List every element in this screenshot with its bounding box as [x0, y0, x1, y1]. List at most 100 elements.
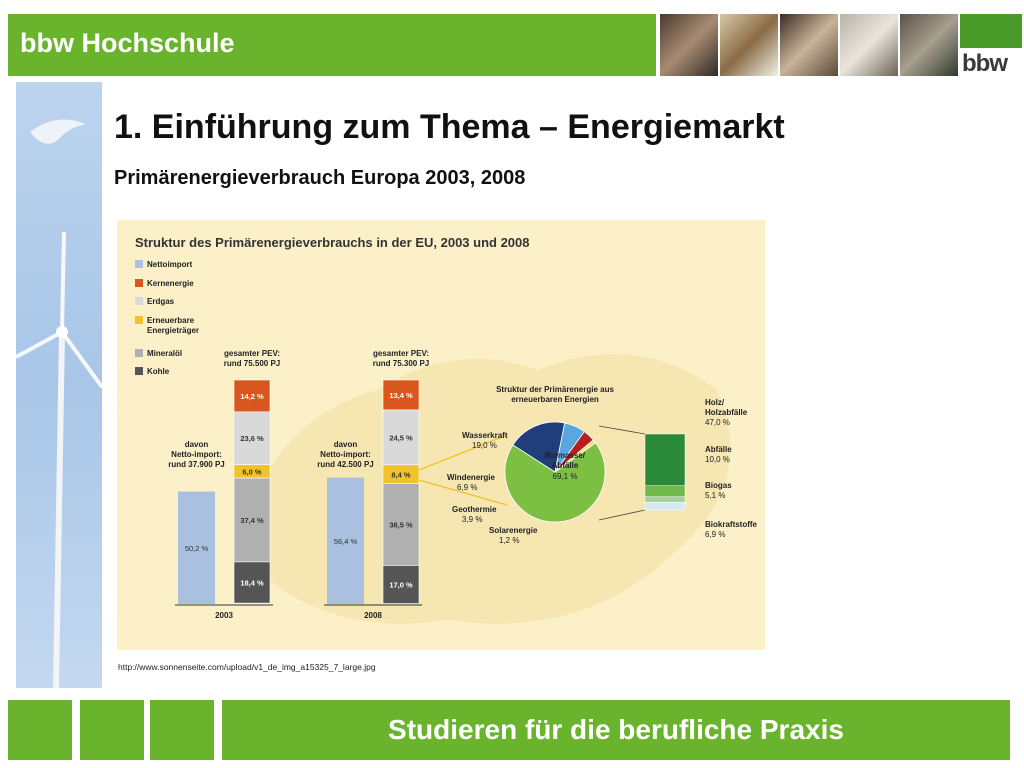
header-photo: [780, 14, 838, 76]
import-value-label: 56,4 %: [334, 537, 358, 546]
header-photo: [660, 14, 718, 76]
total-label: rund 75.500 PJ: [224, 359, 280, 368]
stacked-bar-segment: [382, 379, 420, 411]
header-photo-strip: [660, 14, 958, 76]
biomass-value-label: 5,1 %: [705, 491, 725, 500]
import-label: rund 42.500 PJ: [317, 460, 373, 469]
biomass-label: Biokraftstoffe: [705, 520, 758, 529]
biomass-label: Holz/: [705, 398, 725, 407]
stacked-bar-segment: [233, 477, 271, 563]
legend-label: Energieträger: [147, 326, 199, 335]
legend-label: Kernenergie: [147, 279, 194, 288]
import-value-label: 50,2 %: [185, 544, 209, 553]
pie-value-label: 69,1 %: [553, 472, 578, 481]
stacked-bar-segment: [382, 409, 420, 466]
import-label: Netto-import:: [320, 450, 371, 459]
import-label: rund 37.900 PJ: [168, 460, 224, 469]
seagull-icon: [30, 119, 86, 144]
pie-slice-label: Solarenergie: [489, 526, 538, 535]
pie-slice-label: Geothermie: [452, 505, 497, 514]
bar-value-label: 17,0 %: [389, 581, 413, 590]
chart-title: Struktur des Primärenergieverbrauchs in …: [135, 235, 530, 250]
import-label: Netto-import:: [171, 450, 222, 459]
legend-label: Mineralöl: [147, 349, 182, 358]
legend-swatch: [135, 260, 143, 268]
import-bar: [327, 477, 364, 604]
legend-swatch: [135, 367, 143, 375]
legend-swatch: [135, 316, 143, 324]
wind-turbine-icon: [16, 119, 102, 688]
pie-slice-label: Windenergie: [447, 473, 495, 482]
callout-line: [418, 434, 508, 471]
legend-label: Nettoimport: [147, 260, 193, 269]
bar-value-label: 13,4 %: [389, 391, 413, 400]
header-photo: [720, 14, 778, 76]
pie-slice: [512, 421, 566, 473]
footer-block-2: [80, 700, 144, 760]
bar-value-label: 36,5 %: [389, 521, 413, 530]
bar-value-label: 23,6 %: [240, 434, 264, 443]
biomass-segment: [644, 485, 686, 498]
pie-value-label: 19,0 %: [472, 441, 497, 450]
header-photo: [900, 14, 958, 76]
stacked-bar-segment: [233, 379, 271, 413]
biomass-segment: [644, 502, 686, 511]
slide-title: 1. Einführung zum Thema – Energiemarkt: [114, 108, 785, 146]
legend-swatch: [135, 349, 143, 357]
pie-slice-label: Abfälle: [552, 461, 579, 470]
stacked-bar-segment: [382, 565, 420, 604]
biomass-label: Abfälle: [705, 445, 732, 454]
pie-title: erneuerbaren Energien: [511, 395, 599, 404]
bar-value-label: 37,4 %: [240, 516, 264, 525]
total-label: gesamter PEV:: [373, 349, 429, 358]
legend-swatch: [135, 297, 143, 305]
biomass-value-label: 6,9 %: [705, 530, 725, 539]
total-label: gesamter PEV:: [224, 349, 280, 358]
import-bar: [178, 491, 215, 604]
year-label: 2008: [364, 611, 382, 620]
pie-title: Struktur der Primärenergie aus: [496, 385, 614, 394]
footer-bar: Studieren für die berufliche Praxis: [222, 700, 1010, 760]
pie-value-label: 6,9 %: [457, 483, 477, 492]
pie-slice: [504, 442, 606, 523]
callout-line: [418, 479, 508, 506]
pie-slice-label: Biomasse/: [545, 451, 586, 460]
slide-subtitle: Primärenergieverbrauch Europa 2003, 2008: [114, 167, 526, 189]
pie-value-label: 1,2 %: [499, 536, 519, 545]
stacked-bar-segment: [382, 483, 420, 566]
connector-line: [598, 509, 646, 521]
connector-line: [598, 425, 646, 435]
source-link[interactable]: http://www.sonnenseite.com/upload/v1_de_…: [118, 662, 376, 672]
biomass-value-label: 10,0 %: [705, 455, 730, 464]
total-label: rund 75.300 PJ: [373, 359, 429, 368]
stacked-bar-segment: [233, 411, 271, 465]
bar-value-label: 6,0 %: [242, 467, 262, 476]
bar-value-label: 24,5 %: [389, 433, 413, 442]
year-label: 2003: [215, 611, 233, 620]
brand-name: bbw Hochschule: [20, 28, 235, 58]
import-label: davon: [334, 440, 358, 449]
legend-label: Kohle: [147, 367, 170, 376]
chart-svg: Struktur des Primärenergieverbrauchs in …: [135, 235, 758, 624]
legend-swatch: [135, 279, 143, 287]
chart-figure: Struktur des Primärenergieverbrauchs in …: [117, 220, 765, 650]
bar-value-label: 8,4 %: [391, 470, 411, 479]
bbw-logo: bbw: [960, 14, 1022, 77]
import-label: davon: [185, 440, 209, 449]
pie-slice-label: Wasserkraft: [462, 431, 508, 440]
side-decoration-image: [16, 82, 102, 688]
header-photo: [840, 14, 898, 76]
pie-slice: [554, 439, 597, 473]
biomass-segment: [644, 496, 686, 503]
legend-label: Erdgas: [147, 297, 175, 306]
biomass-segment: [644, 433, 686, 487]
stacked-bar-segment: [233, 561, 271, 604]
footer-block-1: [8, 700, 72, 760]
footer-block-3: [150, 700, 214, 760]
biomass-label: Biogas: [705, 481, 732, 490]
legend-label: Erneuerbare: [147, 316, 195, 325]
bar-value-label: 18,4 %: [240, 578, 264, 587]
pie-value-label: 3,9 %: [462, 515, 482, 524]
bar-value-label: 14,2 %: [240, 392, 264, 401]
biomass-label: Holzabfälle: [705, 408, 748, 417]
